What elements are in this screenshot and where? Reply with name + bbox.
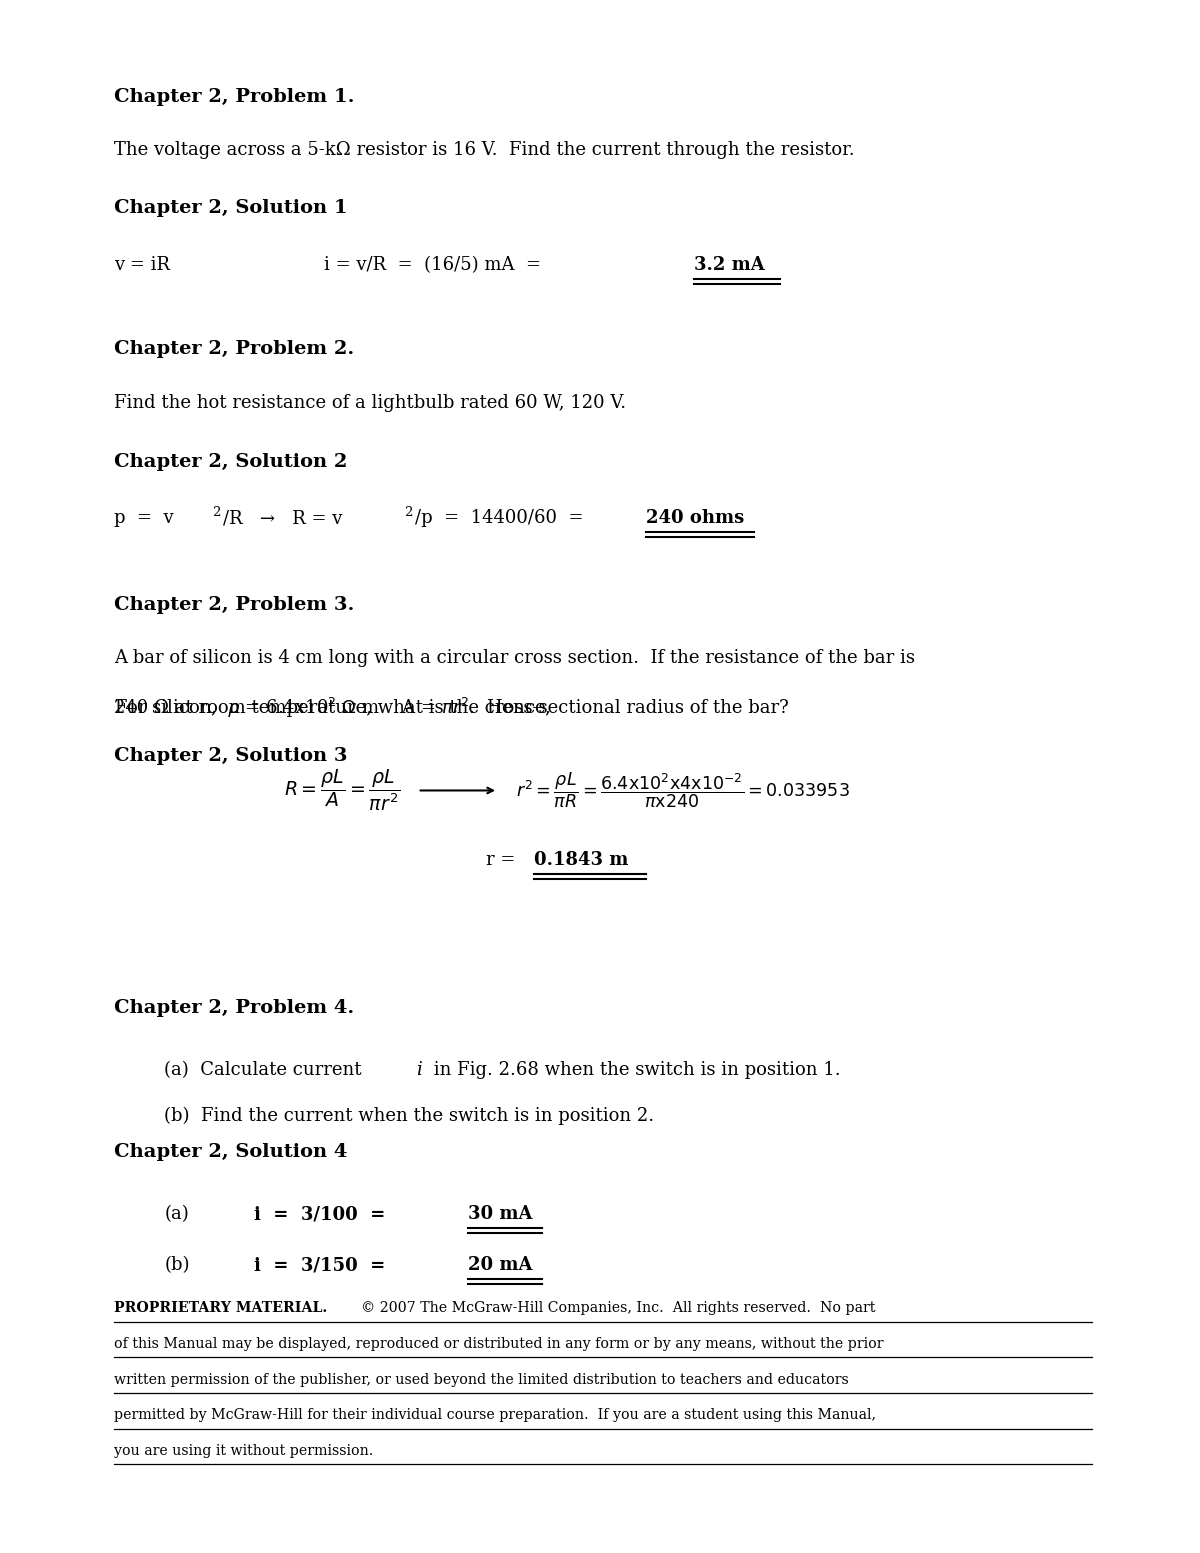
Text: Chapter 2, Solution 2: Chapter 2, Solution 2 (114, 453, 347, 472)
Text: $R = \dfrac{\rho L}{A} = \dfrac{\rho L}{\pi r^{2}}$: $R = \dfrac{\rho L}{A} = \dfrac{\rho L}{… (284, 767, 400, 814)
Text: in Fig. 2.68 when the switch is in position 1.: in Fig. 2.68 when the switch is in posit… (428, 1061, 841, 1079)
Text: The voltage across a 5-kΩ resistor is 16 V.  Find the current through the resist: The voltage across a 5-kΩ resistor is 16… (114, 141, 854, 160)
Text: of this Manual may be displayed, reproduced or distributed in any form or by any: of this Manual may be displayed, reprodu… (114, 1337, 883, 1351)
Text: (a): (a) (164, 1205, 190, 1224)
Text: permitted by McGraw-Hill for their individual course preparation.  If you are a : permitted by McGraw-Hill for their indiv… (114, 1409, 876, 1423)
Text: Chapter 2, Solution 4: Chapter 2, Solution 4 (114, 1143, 347, 1162)
Text: Chapter 2, Solution 1: Chapter 2, Solution 1 (114, 199, 348, 217)
Text: $r^{2} = \dfrac{\rho L}{\pi R} = \dfrac{6.4\mathrm{x}10^{2}\mathrm{x}4\mathrm{x}: $r^{2} = \dfrac{\rho L}{\pi R} = \dfrac{… (516, 770, 850, 811)
Text: Chapter 2, Problem 1.: Chapter 2, Problem 1. (114, 89, 354, 107)
Text: Find the hot resistance of a lightbulb rated 60 W, 120 V.: Find the hot resistance of a lightbulb r… (114, 394, 626, 413)
Text: i = v/R  =  (16/5) mA  =: i = v/R = (16/5) mA = (324, 256, 552, 275)
Text: /p  =  14400/60  =: /p = 14400/60 = (415, 509, 595, 528)
Text: you are using it without permission.: you are using it without permission. (114, 1444, 373, 1458)
Text: r =: r = (486, 851, 521, 870)
Text: A bar of silicon is 4 cm long with a circular cross section.  If the resistance : A bar of silicon is 4 cm long with a cir… (114, 649, 916, 668)
Text: Chapter 2, Problem 3.: Chapter 2, Problem 3. (114, 596, 354, 615)
Text: i  =  3/100  =: i = 3/100 = (254, 1205, 398, 1224)
Text: Chapter 2, Problem 4.: Chapter 2, Problem 4. (114, 999, 354, 1017)
Text: Chapter 2, Solution 3: Chapter 2, Solution 3 (114, 747, 348, 766)
Text: written permission of the publisher, or used beyond the limited distribution to : written permission of the publisher, or … (114, 1373, 848, 1387)
Text: v = iR: v = iR (114, 256, 170, 275)
Text: 20 mA: 20 mA (468, 1256, 533, 1275)
Text: Chapter 2, Problem 2.: Chapter 2, Problem 2. (114, 340, 354, 359)
Text: PROPRIETARY MATERIAL.: PROPRIETARY MATERIAL. (114, 1301, 328, 1315)
Text: © 2007 The McGraw-Hill Companies, Inc.  All rights reserved.  No part: © 2007 The McGraw-Hill Companies, Inc. A… (352, 1301, 875, 1315)
Text: (a)  Calculate current: (a) Calculate current (164, 1061, 367, 1079)
Text: 0.1843 m: 0.1843 m (534, 851, 629, 870)
Text: 2: 2 (404, 506, 413, 519)
Text: 3.2 mA: 3.2 mA (694, 256, 764, 275)
Text: 240 ohms: 240 ohms (646, 509, 744, 528)
Text: 240 Ω at room temperature, what is the cross-sectional radius of the bar?: 240 Ω at room temperature, what is the c… (114, 699, 788, 717)
Text: i: i (416, 1061, 422, 1079)
Text: (b)  Find the current when the switch is in position 2.: (b) Find the current when the switch is … (164, 1107, 654, 1126)
Text: p  =  v: p = v (114, 509, 174, 528)
Text: 30 mA: 30 mA (468, 1205, 533, 1224)
Text: For silicon,  $\rho$ = 6.4x10$^{2}$ $\Omega$-m    A = $\pi r^{2}$.  Hence,: For silicon, $\rho$ = 6.4x10$^{2}$ $\Ome… (114, 696, 551, 721)
Text: i  =  3/150  =: i = 3/150 = (254, 1256, 398, 1275)
Text: /R   →   R = v: /R → R = v (223, 509, 342, 528)
Text: (b): (b) (164, 1256, 190, 1275)
Text: 2: 2 (212, 506, 221, 519)
